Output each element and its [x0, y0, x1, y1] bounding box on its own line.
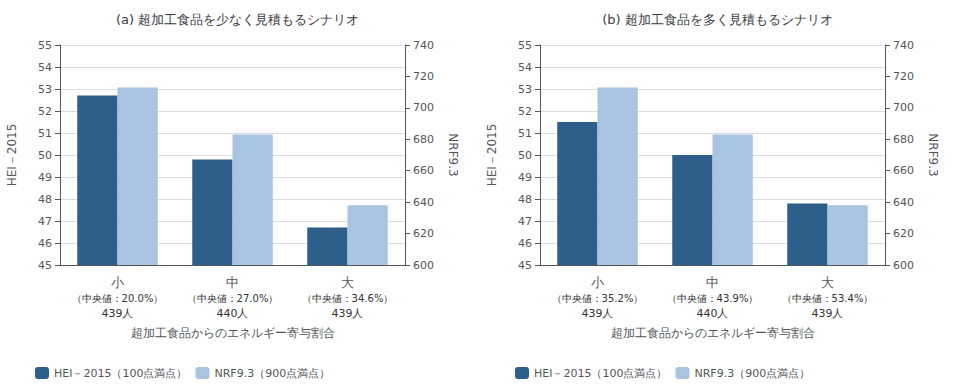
svg-text:49: 49	[518, 171, 532, 184]
svg-text:NRF9.3: NRF9.3	[926, 133, 940, 176]
svg-text:720: 720	[893, 70, 914, 83]
svg-text:740: 740	[413, 39, 434, 52]
svg-text:439人: 439人	[582, 307, 614, 320]
svg-text:（中央値：34.6%）: （中央値：34.6%）	[302, 293, 394, 304]
svg-text:（中央値：27.0%）: （中央値：27.0%）	[187, 293, 279, 304]
svg-text:HEI－2015（100点満点）: HEI－2015（100点満点）	[534, 367, 667, 380]
svg-text:超加工食品からのエネルギー寄与割合: 超加工食品からのエネルギー寄与割合	[131, 326, 335, 340]
svg-text:46: 46	[518, 237, 532, 250]
svg-text:720: 720	[413, 70, 434, 83]
svg-text:中: 中	[226, 275, 239, 290]
svg-text:680: 680	[893, 133, 914, 146]
svg-text:（中央値：53.4%）: （中央値：53.4%）	[782, 293, 874, 304]
svg-text:46: 46	[38, 237, 52, 250]
svg-text:700: 700	[413, 101, 434, 114]
svg-text:（中央値：35.2%）: （中央値：35.2%）	[552, 293, 644, 304]
svg-text:中: 中	[706, 275, 719, 290]
svg-text:47: 47	[518, 215, 532, 228]
svg-text:600: 600	[413, 259, 434, 272]
svg-text:55: 55	[38, 39, 52, 52]
svg-text:(b) 超加工食品を多く見積もるシナリオ: (b) 超加工食品を多く見積もるシナリオ	[602, 12, 833, 27]
svg-text:51: 51	[38, 127, 52, 140]
svg-text:47: 47	[38, 215, 52, 228]
svg-text:600: 600	[893, 259, 914, 272]
svg-text:53: 53	[38, 83, 52, 96]
svg-text:NRF9.3（900点満点）: NRF9.3（900点満点）	[214, 367, 330, 380]
svg-text:439人: 439人	[332, 307, 364, 320]
svg-text:54: 54	[38, 61, 52, 74]
svg-text:700: 700	[893, 101, 914, 114]
svg-text:55: 55	[518, 39, 532, 52]
svg-text:HEI－2015: HEI－2015	[5, 124, 19, 187]
svg-text:NRF9.3（900点満点）: NRF9.3（900点満点）	[694, 367, 810, 380]
svg-text:439人: 439人	[102, 307, 134, 320]
svg-text:54: 54	[518, 61, 532, 74]
svg-text:660: 660	[893, 164, 914, 177]
svg-text:大: 大	[341, 275, 354, 290]
svg-text:440人: 440人	[217, 307, 249, 320]
svg-text:740: 740	[893, 39, 914, 52]
svg-text:52: 52	[518, 105, 532, 118]
svg-text:49: 49	[38, 171, 52, 184]
svg-text:大: 大	[821, 275, 834, 290]
svg-text:(a) 超加工食品を少なく見積もるシナリオ: (a) 超加工食品を少なく見積もるシナリオ	[116, 12, 359, 27]
svg-text:640: 640	[413, 196, 434, 209]
svg-text:439人: 439人	[812, 307, 844, 320]
svg-text:48: 48	[518, 193, 532, 206]
svg-text:小: 小	[111, 275, 124, 290]
svg-text:48: 48	[38, 193, 52, 206]
svg-text:（中央値：43.9%）: （中央値：43.9%）	[667, 293, 759, 304]
svg-text:超加工食品からのエネルギー寄与割合: 超加工食品からのエネルギー寄与割合	[611, 326, 815, 340]
svg-text:640: 640	[893, 196, 914, 209]
svg-text:680: 680	[413, 133, 434, 146]
svg-text:HEI－2015（100点満点）: HEI－2015（100点満点）	[54, 367, 187, 380]
svg-text:小: 小	[591, 275, 604, 290]
svg-text:620: 620	[893, 227, 914, 240]
svg-text:50: 50	[38, 149, 52, 162]
svg-text:NRF9.3: NRF9.3	[446, 133, 460, 176]
svg-text:45: 45	[38, 259, 52, 272]
svg-text:HEI－2015: HEI－2015	[485, 124, 499, 187]
svg-text:620: 620	[413, 227, 434, 240]
svg-text:50: 50	[518, 149, 532, 162]
svg-text:51: 51	[518, 127, 532, 140]
svg-text:440人: 440人	[697, 307, 729, 320]
svg-text:52: 52	[38, 105, 52, 118]
svg-text:45: 45	[518, 259, 532, 272]
svg-text:53: 53	[518, 83, 532, 96]
svg-text:（中央値：20.0%）: （中央値：20.0%）	[72, 293, 164, 304]
svg-text:660: 660	[413, 164, 434, 177]
